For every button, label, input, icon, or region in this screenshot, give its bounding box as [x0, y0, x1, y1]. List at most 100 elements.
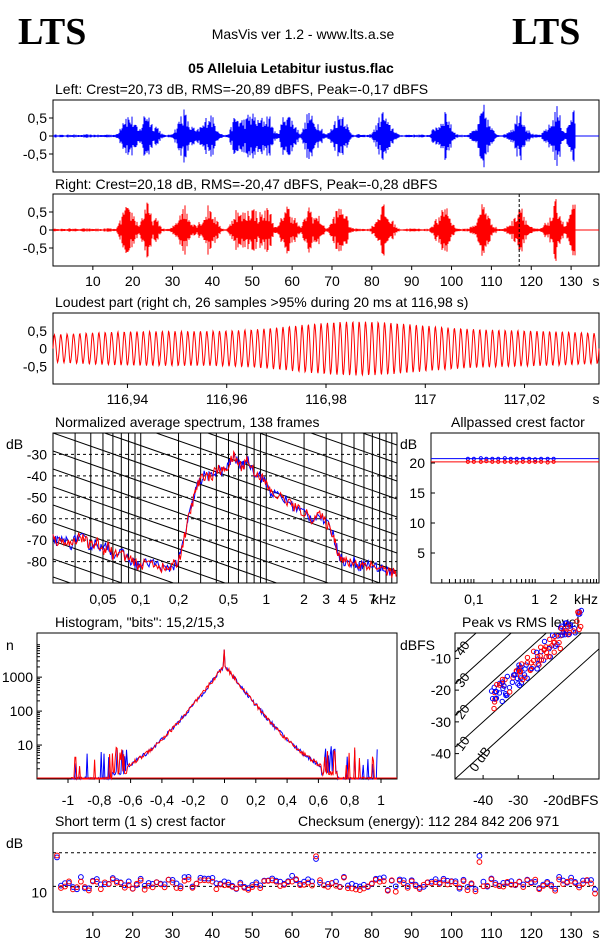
peakrms-ylabel: dBFS — [400, 637, 435, 653]
crest1s-point-right — [368, 880, 375, 887]
crest1s-point-right — [452, 880, 459, 887]
allpass-xtick: 0,1 — [464, 591, 484, 607]
crest1s-point-right — [424, 879, 431, 886]
allpass-point — [478, 459, 483, 464]
peakrms-point — [547, 636, 553, 643]
crest1s-point-left — [380, 874, 387, 881]
chart-layer: 0,50-0,50,50-0,510 20 30 40 50 60 70 80 90 100 110… — [2, 99, 600, 941]
right-xtick: 30 — [165, 273, 181, 289]
peakrms-point — [562, 629, 568, 635]
histogram-frame — [36, 632, 398, 780]
spectrum-diag — [53, 540, 175, 583]
peakrms-point — [499, 676, 506, 683]
crest1s-point-left — [432, 876, 439, 883]
crest1s-xtick: 10 — [85, 925, 101, 941]
crest1s-point-right — [193, 880, 200, 887]
loudest-series — [52, 320, 600, 377]
histogram-xtick: -0,4 — [150, 792, 174, 808]
histogram-title: Histogram, "bits": 15,2/15,3 — [55, 614, 225, 630]
spectrum-series-right — [52, 449, 397, 578]
crest1s-point-right — [317, 877, 323, 884]
crest1s-point-left — [85, 885, 92, 892]
logo-left: LTS — [18, 11, 86, 53]
peakrms-point — [492, 688, 499, 695]
crest1s-point-left — [289, 872, 296, 879]
crest1s-point-right — [440, 877, 447, 884]
crest1s-point-right — [540, 883, 547, 889]
crest1s-point-right — [341, 874, 347, 881]
crest1s-point-right — [548, 883, 555, 890]
peakrms-point — [534, 654, 541, 660]
right-xtick: 90 — [404, 273, 420, 289]
crest1s-point-right — [157, 881, 164, 888]
crest1s-point-left — [452, 878, 459, 885]
crest1s-point-right — [460, 878, 467, 885]
peakrms-diag — [455, 633, 477, 653]
crest1s-point-right — [189, 884, 196, 891]
peakrms-ytick: -30 — [431, 714, 451, 730]
histogram-xtick: -1 — [62, 792, 75, 808]
crest1s-point-left — [309, 878, 315, 885]
right-xunit: s — [593, 273, 600, 289]
crest1s-point-right — [349, 885, 355, 892]
allpass-point — [508, 459, 513, 464]
allpass-point — [538, 459, 544, 464]
right-xtick: 100 — [440, 273, 464, 289]
spectrum-xtick: 7 — [368, 591, 376, 607]
spectrum-ytick: -80 — [27, 554, 47, 570]
peakrms-title: Peak vs RMS level — [462, 614, 579, 630]
crest1s-point-right — [273, 878, 280, 885]
right-xtick: 50 — [244, 273, 260, 289]
crest1s-point-left — [568, 874, 575, 881]
crest1s-point-right — [305, 879, 311, 886]
crest1s-point-left — [492, 880, 499, 886]
crest1s-point-right — [345, 885, 351, 892]
crest1s-point-right — [105, 881, 112, 888]
right-xtick: 80 — [364, 273, 380, 289]
crest1s-point-right — [592, 890, 598, 897]
crest1s-xtick: 80 — [364, 925, 380, 941]
spectrum-diag — [53, 685, 397, 805]
allpass-ylabel: dB — [400, 436, 417, 452]
crest1s-point-left — [520, 881, 527, 888]
crest1s-frame — [52, 832, 600, 913]
spectrum-diag — [53, 631, 397, 751]
spectrum-diag — [309, 433, 397, 464]
crest1s-point-right — [177, 885, 184, 892]
spectrum-xtick: 0,1 — [131, 591, 151, 607]
crest1s-point-right — [54, 852, 60, 859]
spectrum-xtick: 5 — [350, 591, 358, 607]
loudest-xtick: 116,96 — [206, 391, 248, 407]
peakrms-point — [512, 671, 518, 678]
crest1s-point-right — [580, 880, 586, 887]
peakrms-point — [574, 618, 580, 624]
allpass-point — [484, 459, 489, 464]
crest1s-point-left — [74, 886, 80, 893]
crest1s-point-left — [245, 885, 252, 892]
crest1s-point-left — [185, 873, 192, 880]
crest1s-point-left — [420, 883, 427, 890]
crest1s-point-left — [145, 880, 152, 886]
crest1s-point-right — [125, 882, 132, 888]
crest1s-ylabel: dB — [6, 835, 23, 851]
right-xtick: 10 — [85, 273, 101, 289]
crest1s-point-right — [133, 880, 140, 887]
crest1s-point-right — [129, 885, 136, 892]
crest1s-xtick: 60 — [284, 925, 300, 941]
crest1s-point-left — [137, 875, 144, 882]
crest1s-point-right — [93, 878, 100, 885]
crest1s-point-left — [77, 874, 84, 880]
peakrms-point — [559, 632, 566, 638]
spectrum-ytick: -40 — [27, 468, 47, 484]
crest1s-point-right — [74, 884, 80, 891]
peakrms-point — [565, 624, 571, 630]
allpass-ytick: 15 — [409, 485, 425, 501]
allpass-point — [545, 460, 550, 465]
spectrum-diagonals — [53, 433, 397, 805]
right-xtick: 60 — [284, 273, 300, 289]
loudest-xtick: 116,94 — [107, 391, 149, 407]
crest1s-point-right — [281, 882, 288, 888]
crest1s-point-right — [141, 886, 148, 893]
crest1s-point-left — [313, 856, 319, 862]
